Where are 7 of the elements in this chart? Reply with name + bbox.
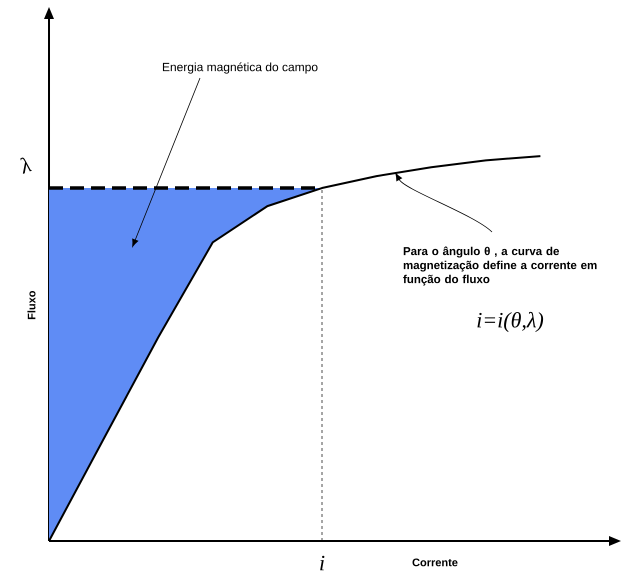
annotation: i=i(θ,λ): [477, 312, 544, 332]
x-axis-title: Corrente: [412, 558, 458, 566]
ref-line-label: λ: [20, 158, 32, 174]
text: i: [320, 556, 324, 570]
text: Energia magnética do campo: [162, 62, 318, 74]
annotation: Para o ângulo θ , a curva de magnetização define a corrente em função do fluxo: [403, 246, 597, 286]
y-axis-title: Fluxo: [27, 290, 36, 320]
